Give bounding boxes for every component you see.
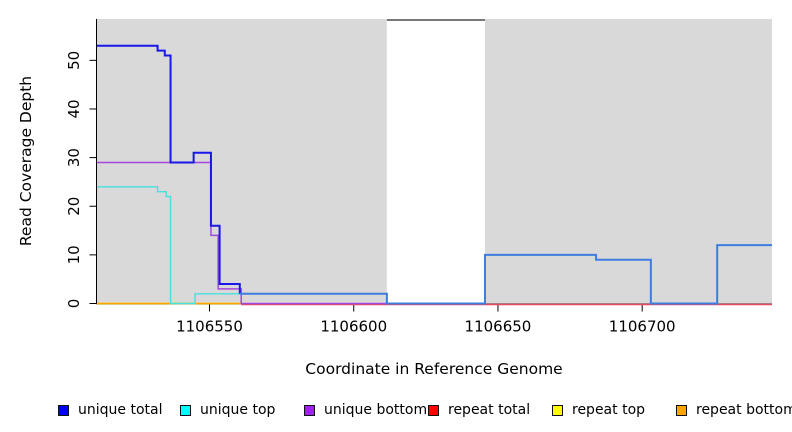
- legend-label: unique top: [200, 402, 276, 418]
- x-tick-label: 1106650: [465, 318, 532, 336]
- series-unique-total-right: [239, 244, 772, 305]
- legend-item-repeat-bottom: repeat bottom: [676, 401, 792, 419]
- x-axis-title: Coordinate in Reference Genome: [305, 360, 562, 378]
- legend-label: repeat bottom: [696, 402, 792, 418]
- plot-svg: 1106550 1106600 1106650 110670001020304050 …: [17, 19, 772, 378]
- legend-label: repeat top: [572, 402, 646, 418]
- x-tick-label: 1106600: [320, 318, 387, 336]
- legend-swatch-icon: [58, 404, 69, 416]
- legend-label: unique total: [78, 402, 163, 418]
- legend-item-repeat-total: repeat total: [428, 401, 530, 419]
- legend-swatch-icon: [180, 404, 191, 416]
- legend-swatch-icon: [552, 404, 563, 416]
- y-tick-label: 20: [65, 197, 83, 216]
- legend-label: repeat total: [448, 402, 531, 418]
- plot-background-layer: [97, 19, 772, 304]
- plot-bg-right: [484, 19, 772, 304]
- y-tick-label: 0: [65, 299, 83, 309]
- series-unique-top: [97, 186, 242, 305]
- legend-swatch-icon: [428, 404, 439, 416]
- series-layer: [97, 44, 772, 306]
- axes-layer: 1106550 1106600 1106650 1106700 0 10 20 30 40 50: [65, 19, 772, 336]
- series-unique-total-left: [97, 44, 241, 294]
- legend-item-unique-total: unique total: [58, 401, 162, 419]
- legend-swatch-icon: [304, 404, 315, 416]
- legend-label: unique bottom: [324, 402, 428, 418]
- legend-item-unique-bottom: unique bottom: [304, 401, 427, 419]
- y-tick-label: 40: [65, 99, 83, 118]
- legend-swatch-icon: [676, 404, 687, 416]
- y-axis-title: Read Coverage Depth: [17, 76, 35, 246]
- legend-item-repeat-top: repeat top: [552, 401, 645, 419]
- y-tick-label: 50: [65, 51, 83, 70]
- gap-region: [386, 19, 485, 304]
- y-tick-label: 10: [65, 245, 83, 264]
- x-tick-label: 1106700: [609, 318, 676, 336]
- y-tick-label: 30: [65, 148, 83, 167]
- x-tick-label: 1106550: [176, 318, 243, 336]
- legend-item-unique-top: unique top: [180, 401, 275, 419]
- plot-bg-left: [97, 19, 387, 304]
